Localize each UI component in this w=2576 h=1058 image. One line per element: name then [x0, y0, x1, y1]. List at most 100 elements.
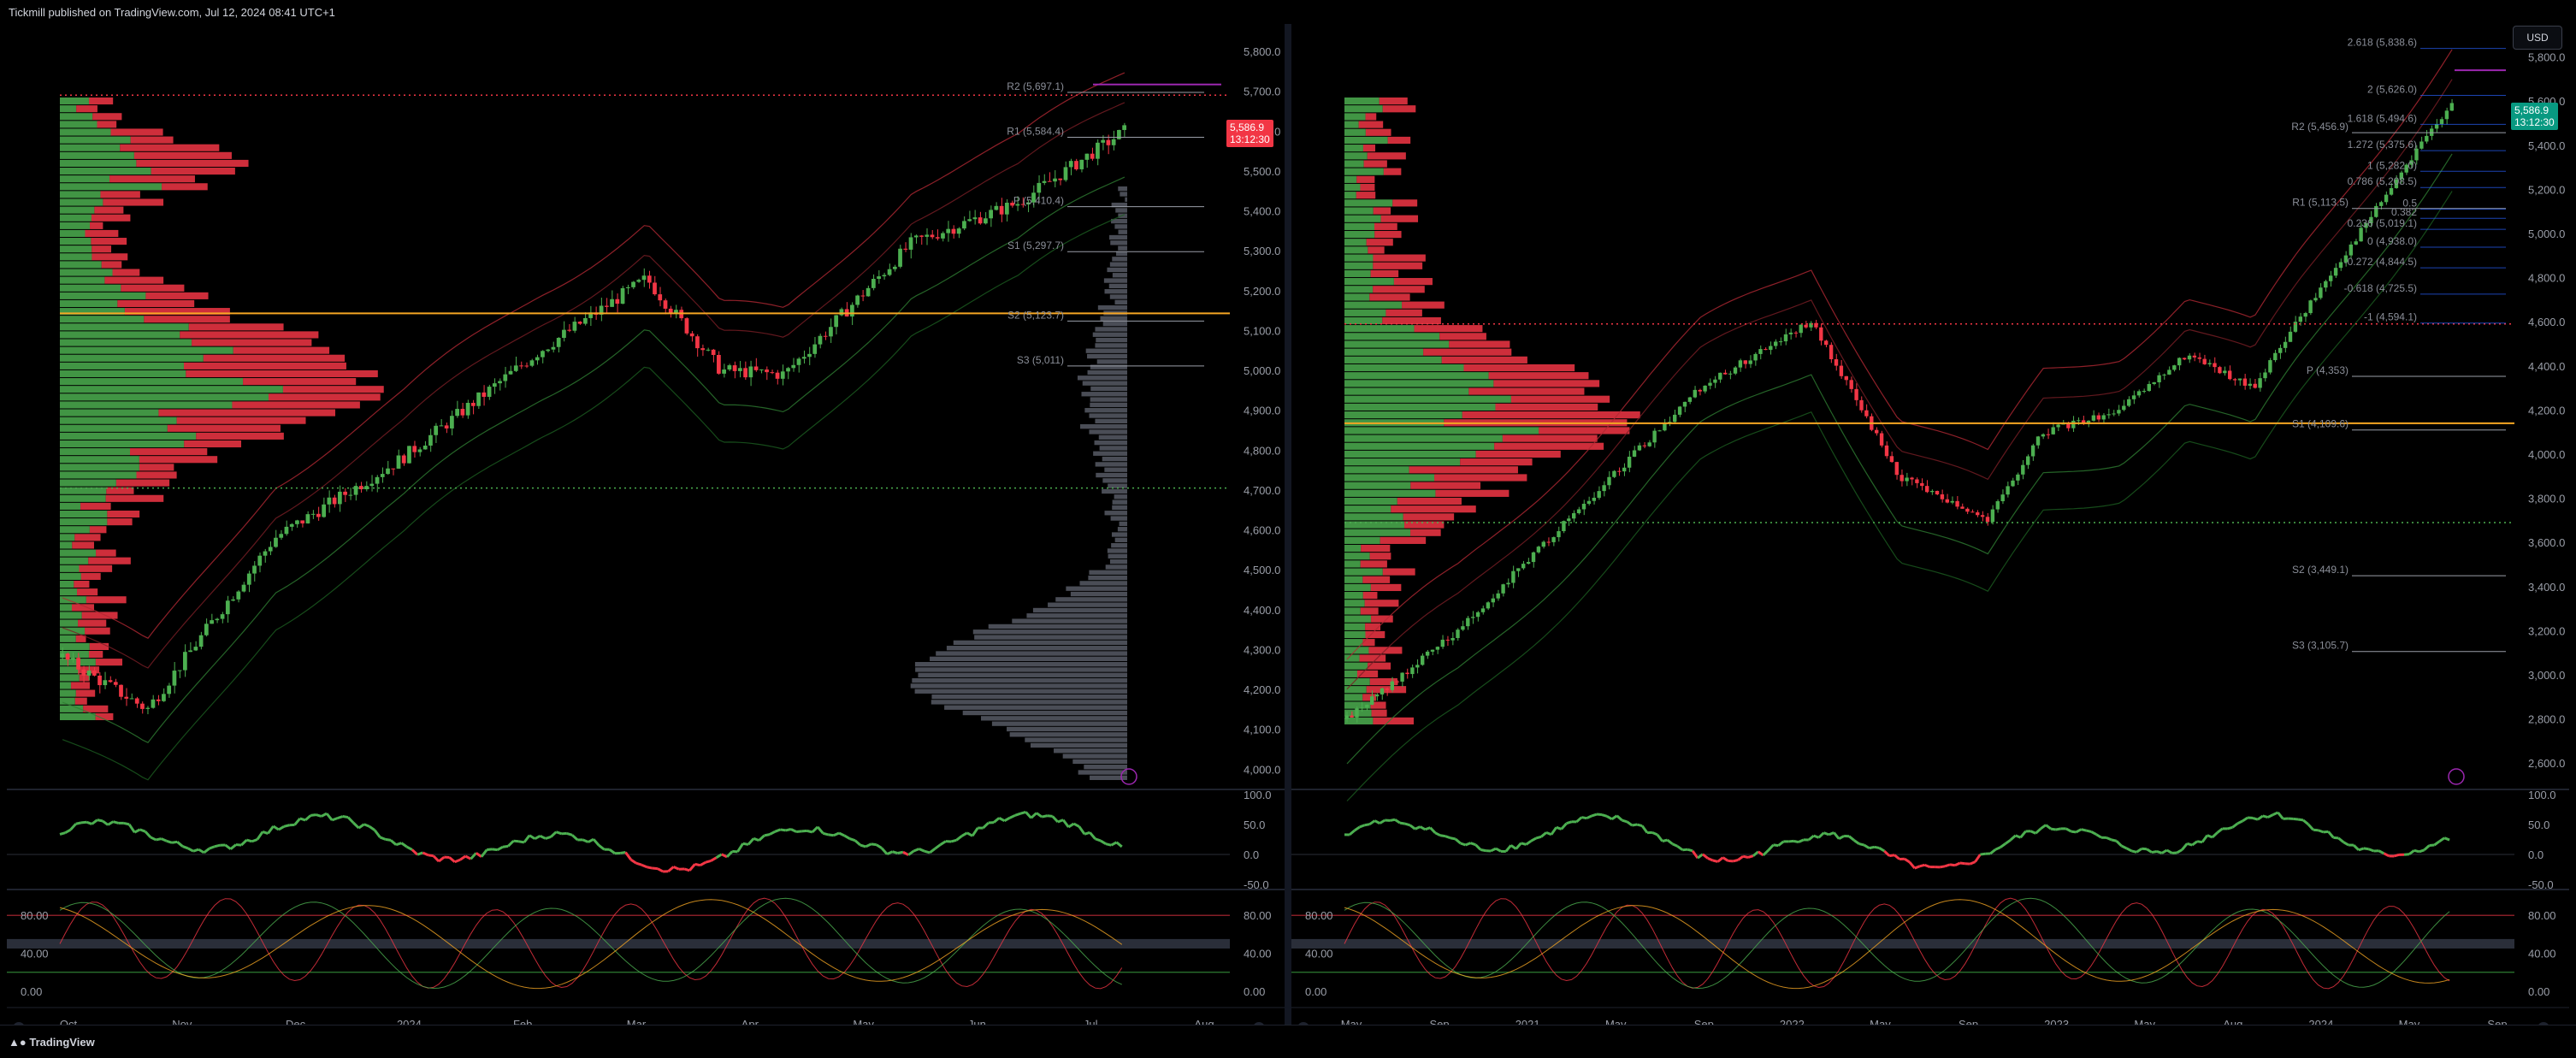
candle-body — [2183, 358, 2186, 359]
candle-body — [1854, 389, 1858, 400]
rsi-axis-label: -50.0 — [2528, 878, 2554, 891]
rsi-line-segment — [1461, 843, 1466, 845]
volume-profile-bull-bar — [1344, 121, 1359, 128]
volume-profile-bear-bar — [76, 690, 95, 697]
candle-body — [1450, 638, 1454, 641]
candle-body — [1920, 483, 1923, 486]
volume-profile-bear-bar — [1494, 443, 1604, 450]
rsi-line-segment — [1390, 819, 1395, 820]
candle-body — [1617, 471, 1621, 472]
candle-body — [151, 700, 156, 708]
rsi-line-segment — [246, 840, 251, 842]
volume-profile-bear-bar — [100, 191, 139, 198]
volume-profile-bull-bar — [60, 191, 100, 198]
rsi-line-segment — [1597, 814, 1602, 815]
candle-body — [573, 322, 577, 331]
candle-body — [1824, 340, 1828, 345]
time-axis-label: 2021 — [1515, 1018, 1540, 1025]
candle-body — [455, 409, 459, 416]
volume-profile-bear-bar — [1391, 505, 1475, 512]
rsi-line-segment — [2414, 850, 2419, 851]
volume-profile-bear-bar — [76, 105, 97, 112]
rsi-line-segment — [2122, 846, 2127, 848]
fib-level-label: -0.618 (4,725.5) — [2344, 282, 2417, 294]
pivot-level-label: S2 (5,123.7) — [1007, 309, 1064, 321]
candle-body — [1037, 183, 1041, 192]
volume-profile-bull-bar — [60, 495, 106, 502]
rsi-line-segment — [470, 853, 476, 859]
volume-profile-bear-bar — [1410, 529, 1441, 536]
rsi-line-segment — [327, 813, 332, 820]
panel-divider[interactable] — [1285, 24, 1291, 1025]
price-axis-label: 4,100.0 — [1244, 724, 1280, 736]
rsi-line-segment — [2106, 837, 2112, 839]
candle-body — [503, 375, 507, 381]
volume-profile-bear-bar — [1368, 246, 1384, 253]
currency-button[interactable]: USD — [2513, 26, 2562, 50]
candle-body — [333, 498, 337, 505]
candle-body — [183, 652, 187, 670]
volume-profile-gray-bar — [1083, 381, 1127, 385]
candle-body — [1000, 206, 1004, 215]
rsi-line-segment — [2343, 842, 2349, 845]
rsi-line-segment — [1350, 830, 1355, 835]
right-chart-canvas[interactable]: 5,800.05,600.05,400.05,200.05,000.04,800… — [1291, 24, 2569, 1025]
rsi-line-segment — [145, 831, 151, 837]
price-axis-label: 2,600.0 — [2528, 757, 2565, 770]
rsi-line-segment — [1010, 815, 1015, 818]
rsi-line-segment — [1687, 849, 1693, 851]
price-axis-label: 5,500.0 — [1244, 165, 1280, 178]
volume-profile-bull-bar — [1344, 364, 1463, 371]
rsi-line-segment — [450, 857, 455, 861]
volume-profile-bear-bar — [1539, 427, 1629, 434]
rsi-line-segment — [2117, 841, 2122, 846]
volume-profile-bull-bar — [1344, 404, 1495, 411]
volume-profile-bull-bar — [60, 323, 189, 330]
rsi-line-segment — [2338, 838, 2343, 842]
volume-profile-gray-bar — [1102, 478, 1127, 482]
candle-body — [407, 446, 411, 463]
volume-profile-bear-bar — [85, 628, 110, 635]
candle-body — [1829, 345, 1833, 359]
candle-body — [2142, 391, 2146, 392]
volume-profile-bear-bar — [103, 198, 163, 205]
candle-body — [642, 275, 647, 280]
volume-profile-gray-bar — [915, 662, 1127, 666]
rsi-line-segment — [407, 847, 412, 849]
rsi-line-segment — [1079, 826, 1084, 834]
candle-body — [2153, 382, 2156, 384]
candle-body — [1471, 617, 1474, 618]
rsi-line-segment — [1015, 813, 1020, 815]
rsi-line-segment — [1642, 826, 1647, 833]
rsi-line-segment — [455, 860, 460, 862]
volume-profile-bear-bar — [1373, 286, 1425, 293]
rsi-line-segment — [2333, 837, 2338, 838]
rsi-line-segment — [839, 833, 844, 836]
volume-profile-bear-bar — [111, 128, 163, 135]
volume-profile-bull-bar — [1344, 98, 1380, 104]
left-chart-panel[interactable]: 5,800.05,700.05,600.05,500.05,400.05,300… — [7, 24, 1285, 1025]
rsi-line-segment — [631, 860, 636, 863]
volume-profile-bull-bar — [1344, 255, 1373, 262]
tradingview-logo[interactable]: ▲● TradingView — [9, 1036, 95, 1049]
volume-profile-bear-bar — [72, 604, 94, 611]
candle-body — [242, 585, 246, 592]
rsi-line-segment — [1063, 820, 1068, 827]
volume-profile-bull-bar — [1344, 718, 1373, 724]
candle-body — [2258, 378, 2261, 387]
candle-body — [1965, 509, 1969, 511]
volume-profile-bear-bar — [137, 471, 177, 478]
rsi-line-segment — [1037, 813, 1042, 817]
volume-profile-bull-bar — [60, 168, 151, 174]
fib-level-label: 2 (5,626.0) — [2367, 84, 2417, 96]
left-chart-canvas[interactable]: 5,800.05,700.05,600.05,500.05,400.05,300… — [7, 24, 1285, 1025]
volume-profile-bull-bar — [1344, 474, 1434, 481]
volume-profile-bear-bar — [1370, 553, 1391, 559]
candle-body — [2092, 416, 2095, 421]
rsi-line-segment — [935, 845, 940, 849]
rsi-line-segment — [2354, 845, 2359, 850]
candle-body — [1734, 368, 1737, 374]
rsi-line-segment — [2409, 850, 2414, 854]
volume-profile-bear-bar — [1383, 105, 1416, 112]
